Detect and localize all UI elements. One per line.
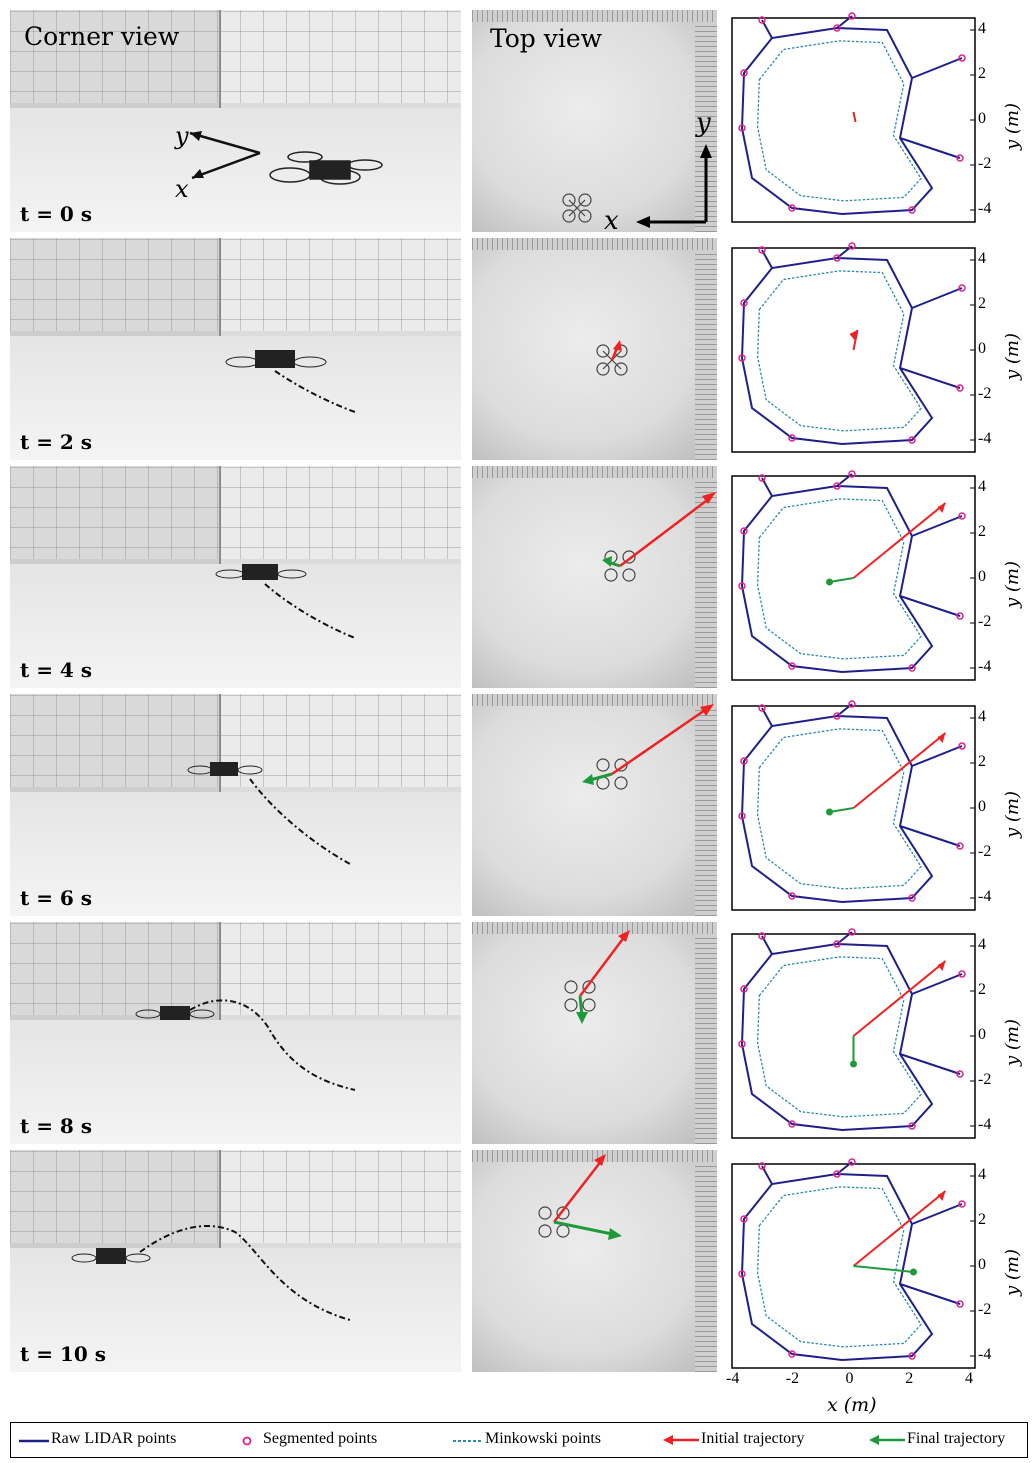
time-label: t = 8 s	[20, 1114, 93, 1138]
time-label: t = 2 s	[20, 430, 93, 454]
y-axis-label: y (m)	[1002, 332, 1023, 380]
y-tick-label: -4	[978, 1346, 992, 1363]
y-tick-label: 0	[978, 1256, 986, 1273]
drone-path	[71, 1225, 351, 1321]
lidar-plot	[731, 928, 976, 1139]
y-tick-label: -4	[978, 430, 992, 447]
x-tick-label: -2	[785, 1370, 800, 1387]
y-tick-label: 2	[978, 753, 986, 770]
y-tick-label: -2	[978, 1071, 992, 1088]
y-tick-label: 4	[978, 936, 986, 953]
x-tick-label: -4	[726, 1370, 740, 1387]
drone-path	[187, 762, 351, 865]
y-tick-label: 0	[978, 568, 986, 585]
y-tick-label: -2	[978, 613, 992, 630]
top-view-photo	[472, 238, 717, 460]
top-view-photo	[472, 922, 717, 1144]
y-tick-label: 4	[978, 20, 986, 37]
time-label: t = 4 s	[20, 658, 93, 682]
top-view-overlay	[538, 1154, 622, 1240]
legend-segmented: Segmented points	[263, 1430, 378, 1447]
y-axis-label: y (m)	[1002, 102, 1023, 150]
y-tick-label: -2	[978, 155, 992, 172]
y-tick-label: 4	[978, 708, 986, 725]
y-axis-label: y (m)	[1002, 790, 1023, 838]
legend-raw-lidar: Raw LIDAR points	[51, 1430, 177, 1447]
top-view-overlay	[564, 930, 630, 1024]
y-tick-label: 0	[978, 798, 986, 815]
y-axis-label: y (m)	[1002, 560, 1023, 608]
top-view-photo	[472, 1150, 717, 1372]
top-view-photo	[472, 466, 717, 688]
drone-path	[135, 999, 356, 1091]
top-y-axis-letter: y	[696, 108, 711, 138]
y-tick-label: 4	[978, 250, 986, 267]
y-tick-label: 2	[978, 1211, 986, 1228]
y-tick-label: 2	[978, 523, 986, 540]
legend-minkowski: Minkowski points	[485, 1430, 602, 1447]
y-tick-label: 0	[978, 1026, 986, 1043]
y-tick-label: 2	[978, 295, 986, 312]
drone-path	[215, 564, 356, 639]
drone-path	[225, 350, 356, 413]
lidar-plot	[731, 700, 976, 911]
y-axis-label: y (m)	[1002, 1018, 1023, 1066]
y-tick-label: -4	[978, 888, 992, 905]
corner-view-label: Corner view	[24, 22, 180, 51]
y-tick-label: -2	[978, 1301, 992, 1318]
top-view-overlay	[582, 704, 714, 790]
x-axis-letter: x	[175, 175, 189, 203]
y-tick-label: 4	[978, 1166, 986, 1183]
corner-view-photo: t = 6 s	[10, 694, 461, 916]
lidar-plot	[731, 242, 976, 453]
y-tick-label: 4	[978, 478, 986, 495]
corner-view-photo: t = 2 s	[10, 238, 461, 460]
y-axis-label: y (m)	[1002, 1248, 1023, 1296]
y-tick-label: 0	[978, 340, 986, 357]
top-x-axis-letter: x	[604, 206, 619, 232]
legend-initial: Initial trajectory	[701, 1430, 805, 1447]
lidar-plot	[731, 12, 976, 223]
top-view-photo	[472, 694, 717, 916]
y-tick-label: 2	[978, 65, 986, 82]
top-view-photo: Top view y x	[472, 10, 717, 232]
x-tick-label: 2	[905, 1370, 914, 1387]
y-tick-label: -4	[978, 200, 992, 217]
y-tick-label: -2	[978, 843, 992, 860]
x-axis-label: x (m)	[827, 1394, 877, 1416]
coordinate-frame-icon	[189, 131, 383, 185]
legend-final: Final trajectory	[907, 1430, 1006, 1447]
corner-view-photo: Corner view y x t = 0 s	[10, 10, 461, 232]
lidar-plot	[731, 470, 976, 681]
corner-view-photo: t = 8 s	[10, 922, 461, 1144]
top-view-overlay	[596, 340, 628, 376]
y-tick-label: 0	[978, 110, 986, 127]
y-tick-label: -4	[978, 658, 992, 675]
legend: Raw LIDAR points Segmented points Minkow…	[10, 1422, 1028, 1458]
corner-view-photo: t = 10 s	[10, 1150, 461, 1372]
top-view-overlay	[562, 144, 712, 228]
time-label: t = 10 s	[20, 1342, 106, 1366]
time-label: t = 6 s	[20, 886, 93, 910]
y-tick-label: -4	[978, 1116, 992, 1133]
lidar-plot	[731, 1158, 976, 1369]
corner-view-photo: t = 4 s	[10, 466, 461, 688]
y-axis-letter: y	[175, 122, 189, 150]
top-view-overlay	[602, 492, 716, 582]
x-tick-label: 4	[965, 1370, 973, 1387]
y-tick-label: 2	[978, 981, 986, 998]
y-tick-label: -2	[978, 385, 992, 402]
x-tick-label: 0	[845, 1370, 854, 1387]
top-view-label: Top view	[490, 24, 603, 53]
time-label: t = 0 s	[20, 202, 93, 226]
